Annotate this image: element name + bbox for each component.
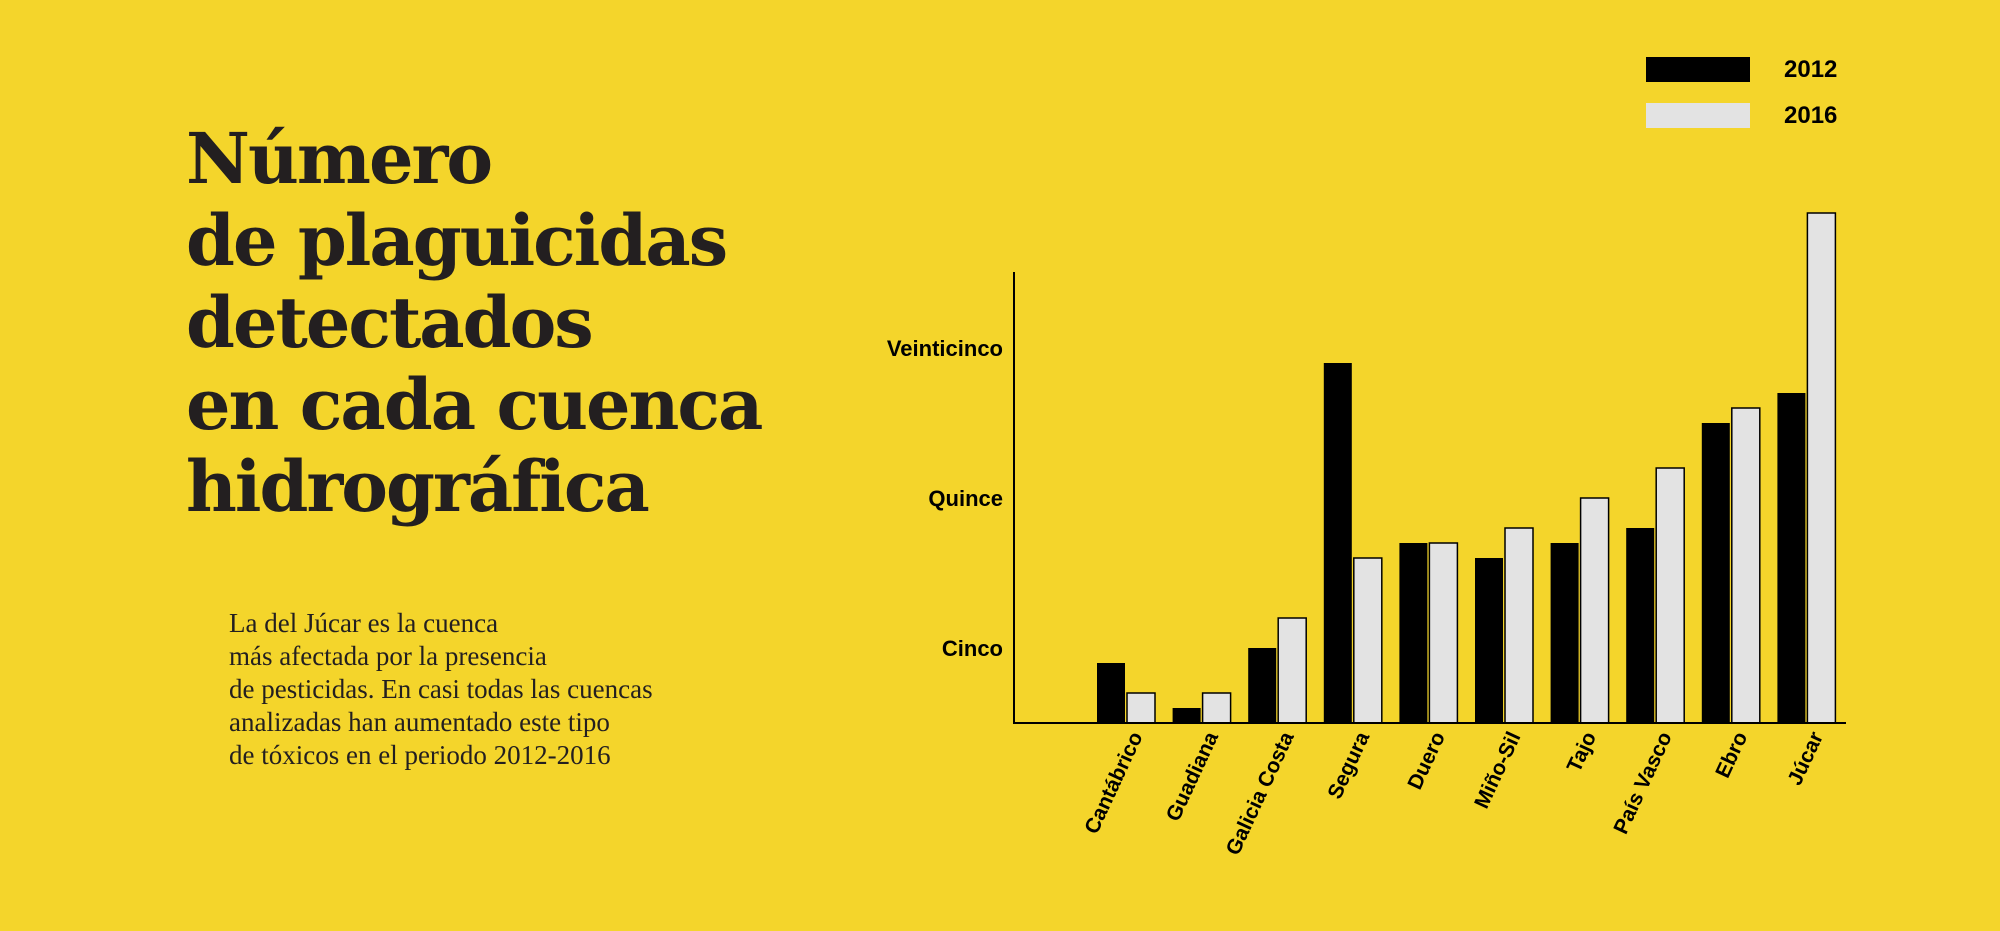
y-tick-label: Veinticinco <box>887 336 1003 361</box>
chart-description: La del Júcar es la cuenca más afectada p… <box>229 607 653 772</box>
bar-2016 <box>1353 557 1383 724</box>
bar-2012 <box>1399 543 1428 723</box>
y-tick-labels: Cinco Quince Veinticinco <box>887 336 1003 661</box>
x-category-label: Guadiana <box>1162 728 1223 825</box>
legend: 2012 2016 <box>1646 56 1837 129</box>
x-category-label: Galicia Costa <box>1222 728 1299 859</box>
description-line: de tóxicos en el periodo 2012-2016 <box>229 740 611 770</box>
title-line: hidrográfica <box>186 445 650 528</box>
x-category-label: Ebro <box>1711 728 1752 781</box>
description-line: más afectada por la presencia <box>229 641 547 671</box>
bar-2012 <box>1323 363 1352 723</box>
bar-2012 <box>1626 528 1655 723</box>
bar-2012 <box>1475 558 1503 723</box>
legend-swatch-2016 <box>1646 103 1750 128</box>
bar-2016 <box>1806 212 1837 724</box>
x-category-label: Tajo <box>1563 728 1601 775</box>
bar-2016 <box>1201 692 1232 724</box>
bar-2016 <box>1277 617 1307 724</box>
description-line: analizadas han aumentado este tipo <box>229 707 610 737</box>
legend-label-2012: 2012 <box>1784 56 1837 83</box>
bar-2016 <box>1731 407 1761 724</box>
bar-2012 <box>1777 393 1806 723</box>
x-category-label: Júcar <box>1783 728 1828 789</box>
description-line: de pesticidas. En casi todas las cuencas <box>229 674 653 704</box>
legend-swatch-2012 <box>1646 57 1750 82</box>
x-category-label: Segura <box>1323 728 1374 803</box>
bar-2012 <box>1097 663 1125 723</box>
bar-2016 <box>1579 497 1610 724</box>
bar-2012 <box>1172 708 1201 723</box>
bar-2012 <box>1550 543 1579 723</box>
x-category-label: Duero <box>1403 728 1449 793</box>
bar-2016 <box>1428 542 1459 724</box>
bar-2012 <box>1248 648 1277 723</box>
title-line: Número <box>186 117 493 200</box>
title-line: en cada cuenca <box>186 363 763 446</box>
x-category-label: País Vasco <box>1610 728 1677 837</box>
y-tick-label: Cinco <box>942 636 1003 661</box>
title-line: de plaguicidas <box>186 199 728 282</box>
bars <box>1097 212 1837 724</box>
x-category-label: Miño-Sil <box>1470 728 1525 812</box>
description-line: La del Júcar es la cuenca <box>229 608 499 638</box>
x-category-label: Cantábrico <box>1080 728 1147 837</box>
legend-label-2016: 2016 <box>1784 102 1837 129</box>
y-tick-label: Quince <box>928 486 1003 511</box>
title-line: detectados <box>186 281 594 364</box>
bar-2016 <box>1504 527 1534 724</box>
bar-2012 <box>1701 423 1730 723</box>
bar-2016 <box>1126 692 1156 724</box>
bar-2016 <box>1655 467 1685 724</box>
chart-title: Número de plaguicidas detectados en cada… <box>186 118 826 528</box>
